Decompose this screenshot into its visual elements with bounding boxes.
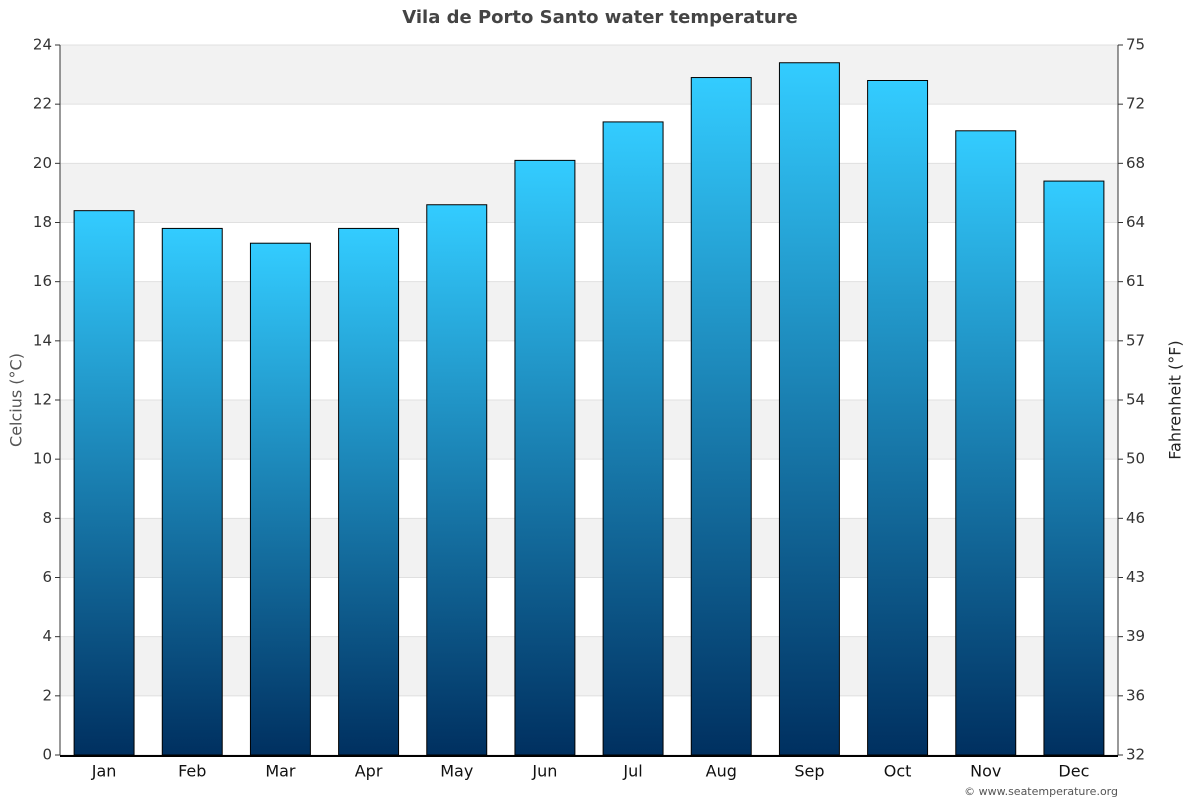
y-tick-label: 0 [42, 746, 52, 764]
y2-tick-label: 57 [1126, 331, 1145, 349]
y-tick-label: 14 [33, 331, 52, 349]
bar [161, 227, 223, 756]
y2-tick-label: 75 [1126, 36, 1145, 54]
bar [955, 130, 1017, 756]
y2-tick-label: 54 [1126, 391, 1145, 409]
credit: © www.seatemperature.org [964, 785, 1118, 798]
bar [249, 242, 311, 756]
x-tick-label: Jun [531, 762, 557, 781]
y-tick-label: 22 [33, 95, 52, 113]
y2-tick-label: 46 [1126, 509, 1145, 527]
y-tick-label: 6 [42, 568, 52, 586]
y-tick-label: 18 [33, 213, 52, 231]
x-tick-label: Aug [706, 762, 737, 781]
bar [338, 227, 400, 756]
y-tick-label: 20 [33, 154, 52, 172]
y-tick-label: 10 [33, 450, 52, 468]
y2-tick-label: 50 [1126, 450, 1145, 468]
x-tick-label: Apr [355, 762, 383, 781]
x-tick-label: Jul [622, 762, 642, 781]
grid-band [60, 45, 1118, 105]
chart-title: Vila de Porto Santo water temperature [402, 7, 797, 28]
y2-tick-label: 61 [1126, 272, 1145, 290]
y2-tick-label: 72 [1126, 95, 1145, 113]
x-tick-label: May [440, 762, 473, 781]
bar [690, 77, 752, 756]
bar [867, 80, 929, 756]
bar [1043, 180, 1105, 756]
bar [778, 62, 840, 756]
y-tick-label: 12 [33, 391, 52, 409]
y-tick-label: 4 [42, 627, 52, 645]
y-tick-label: 8 [42, 509, 52, 527]
grid-band [60, 400, 1118, 460]
x-tick-label: Mar [265, 762, 296, 781]
bar [514, 159, 576, 756]
x-tick-label: Feb [178, 762, 206, 781]
y2-tick-label: 64 [1126, 213, 1145, 231]
x-tick-label: Oct [884, 762, 912, 781]
x-tick-label: Sep [794, 762, 824, 781]
y2-tick-label: 39 [1126, 627, 1145, 645]
grid-band [60, 518, 1118, 578]
bar [73, 210, 135, 756]
x-tick-label: Nov [970, 762, 1001, 781]
grid-band [60, 636, 1118, 696]
bar [602, 121, 664, 756]
y2-axis-label: Fahrenheit (°F) [1166, 340, 1185, 459]
y2-tick-label: 32 [1126, 746, 1145, 764]
grid-band [60, 163, 1118, 223]
bar [426, 204, 488, 756]
grid-band [60, 281, 1118, 341]
y2-tick-label: 43 [1126, 568, 1145, 586]
y2-tick-label: 68 [1126, 154, 1145, 172]
x-tick-label: Jan [91, 762, 117, 781]
y-tick-label: 2 [42, 686, 52, 704]
x-tick-label: Dec [1058, 762, 1089, 781]
y-tick-label: 24 [33, 36, 52, 54]
y-tick-label: 16 [33, 272, 52, 290]
y2-tick-label: 36 [1126, 686, 1145, 704]
y-axis-label: Celcius (°C) [7, 353, 26, 447]
